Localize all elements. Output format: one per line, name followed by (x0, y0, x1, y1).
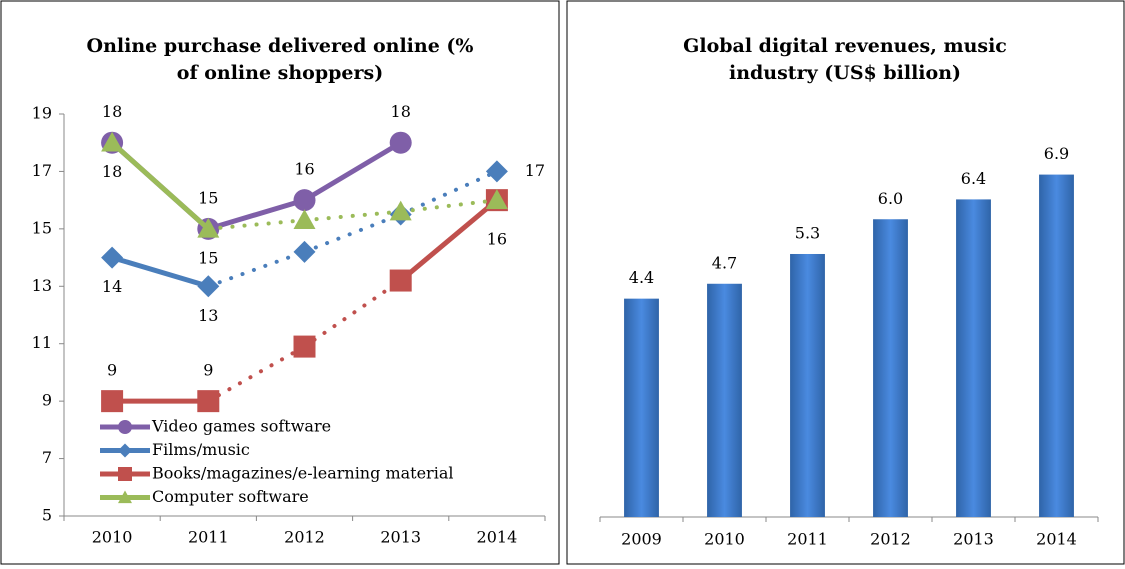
x-tick-label: 2011 (787, 530, 828, 549)
x-tick-label: 2011 (188, 528, 229, 547)
marker (293, 240, 316, 263)
data-label: 14 (102, 277, 122, 296)
legend-label: Books/magazines/e-learning material (152, 464, 453, 483)
line-segment (398, 169, 499, 217)
data-label: 4.4 (629, 268, 654, 287)
data-label: 17 (525, 161, 545, 180)
x-tick-label: 2014 (1036, 530, 1077, 549)
x-tick-label: 2012 (870, 530, 911, 549)
line-segment (302, 140, 404, 203)
marker (118, 490, 132, 504)
y-tick-label: 7 (42, 448, 52, 467)
marker (389, 200, 412, 221)
legend-label: Video games software (151, 417, 331, 436)
data-label: 15 (198, 248, 218, 267)
line-segment (302, 278, 403, 349)
y-tick-label: 19 (32, 104, 52, 123)
marker (293, 189, 316, 212)
x-tick-label: 2013 (953, 530, 994, 549)
line-segment (206, 218, 307, 231)
y-tick-label: 5 (42, 506, 52, 525)
data-label: 13 (198, 306, 218, 325)
legend-label: Computer software (152, 487, 309, 506)
y-tick-label: 13 (32, 276, 52, 295)
bar (873, 219, 908, 517)
bar (1039, 174, 1074, 517)
line-segment (398, 197, 500, 284)
chart-title: industry (US$ billion) (729, 62, 961, 84)
line-segment (205, 197, 307, 232)
marker (101, 390, 124, 413)
y-tick-label: 17 (32, 161, 52, 180)
bar (790, 253, 825, 518)
line-segment (206, 249, 307, 289)
marker (485, 160, 508, 183)
data-label: 6.4 (961, 169, 986, 188)
y-tick-label: 11 (32, 333, 52, 352)
marker (118, 420, 132, 434)
data-label: 6.9 (1044, 144, 1069, 163)
line-segment (206, 344, 307, 404)
line-segment (302, 212, 403, 254)
bar (956, 199, 991, 517)
marker (197, 217, 220, 238)
marker (118, 467, 132, 481)
y-tick-label: 15 (32, 218, 52, 237)
data-label: 9 (107, 361, 117, 380)
data-label: 15 (198, 188, 218, 207)
marker (293, 335, 316, 358)
bar (624, 298, 659, 517)
data-label: 5.3 (795, 223, 820, 242)
marker (197, 390, 220, 413)
x-tick-label: 2013 (380, 528, 421, 547)
data-label: 18 (102, 102, 122, 121)
x-tick-label: 2010 (704, 530, 745, 549)
x-tick-label: 2014 (477, 528, 518, 547)
marker (101, 246, 124, 269)
chart-title: Global digital revenues, music (683, 35, 1007, 57)
data-label: 18 (102, 162, 122, 181)
y-tick-label: 9 (42, 391, 52, 410)
marker (101, 131, 124, 152)
chart-title: of online shoppers) (177, 62, 383, 84)
marker (485, 189, 508, 209)
data-label: 4.7 (712, 253, 737, 272)
x-tick-label: 2010 (92, 528, 133, 547)
x-tick-label: 2009 (621, 530, 662, 549)
marker (389, 269, 412, 292)
marker (293, 209, 316, 230)
line-segment (302, 209, 403, 223)
line-segment (109, 140, 211, 232)
line-segment (109, 255, 211, 289)
x-tick-label: 2012 (284, 528, 325, 547)
marker (389, 131, 412, 154)
data-label: 16 (294, 160, 314, 179)
data-label: 6.0 (878, 189, 903, 208)
data-label: 16 (487, 230, 507, 249)
line-segment (398, 198, 499, 214)
chart-title: Online purchase delivered online (% (87, 35, 474, 57)
bar (707, 283, 742, 517)
data-label: 18 (391, 102, 411, 121)
marker (197, 275, 220, 298)
marker (118, 443, 132, 458)
data-label: 9 (203, 361, 213, 380)
legend-label: Films/music (152, 440, 250, 459)
panel-border (0, 0, 560, 565)
panel-border (566, 0, 1125, 565)
